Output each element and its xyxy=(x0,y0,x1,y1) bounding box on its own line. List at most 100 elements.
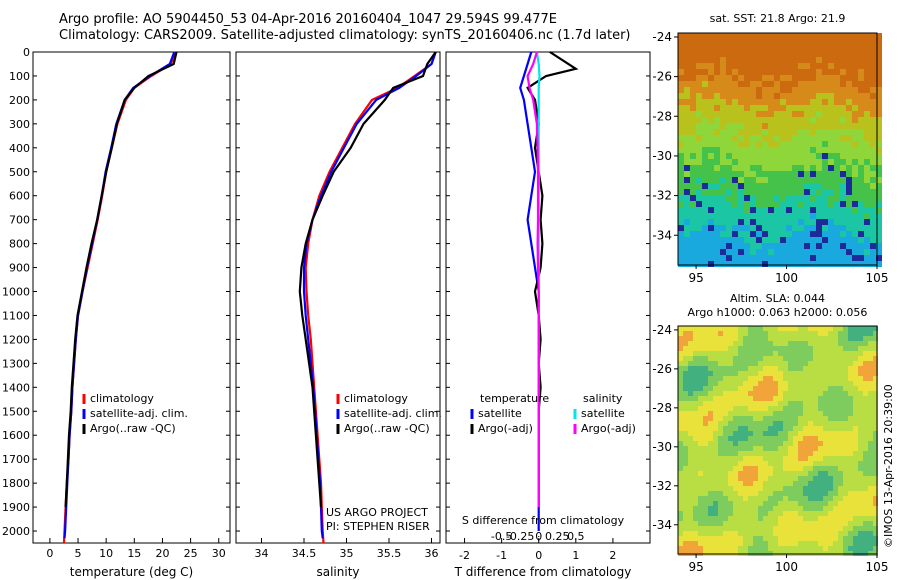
sla-cell xyxy=(873,546,878,551)
sla-cell xyxy=(813,396,818,401)
sla-cell xyxy=(828,486,833,491)
sst-cell xyxy=(696,87,702,93)
sla-cell xyxy=(833,436,838,441)
sla-cell xyxy=(798,536,803,541)
sla-cell xyxy=(748,456,753,461)
sla-cell xyxy=(813,516,818,521)
sla-cell xyxy=(723,386,728,391)
sla-cell xyxy=(768,426,773,431)
sla-cell xyxy=(743,491,748,496)
sla-cell xyxy=(768,516,773,521)
sla-cell xyxy=(763,376,768,381)
sst-cell xyxy=(852,231,858,237)
sla-cell xyxy=(718,516,723,521)
sla-cell xyxy=(858,441,863,446)
sla-cell xyxy=(678,461,683,466)
sst-cell xyxy=(684,207,690,213)
sst-cell xyxy=(834,159,840,165)
sst-cell xyxy=(762,177,768,183)
sst-cell xyxy=(852,123,858,129)
sla-cell xyxy=(763,401,768,406)
sla-cell xyxy=(868,516,873,521)
sst-cell xyxy=(846,231,852,237)
sla-cell xyxy=(678,361,683,366)
sla-cell xyxy=(723,411,728,416)
sla-cell xyxy=(828,341,833,346)
sst-cell xyxy=(750,51,756,57)
sla-cell xyxy=(858,426,863,431)
sla-cell xyxy=(703,381,708,386)
sst-cell xyxy=(732,219,738,225)
sst-cell xyxy=(708,231,714,237)
sst-cell xyxy=(834,33,840,39)
sla-cell xyxy=(683,456,688,461)
sst-cell xyxy=(762,153,768,159)
sst-cell xyxy=(870,87,876,93)
sla-cell xyxy=(768,526,773,531)
sla-cell xyxy=(848,501,853,506)
sst-cell xyxy=(690,105,696,111)
sla-cell xyxy=(848,386,853,391)
sla-cell xyxy=(813,476,818,481)
sla-cell xyxy=(688,516,693,521)
sst-cell xyxy=(852,195,858,201)
sla-cell xyxy=(698,356,703,361)
sst-cell xyxy=(708,105,714,111)
sla-cell xyxy=(868,331,873,336)
sla-cell xyxy=(678,501,683,506)
sst-cell xyxy=(798,177,804,183)
sla-cell xyxy=(793,526,798,531)
sla-cell xyxy=(868,376,873,381)
sst-cell xyxy=(714,171,720,177)
sst-cell xyxy=(840,39,846,45)
sst-cell xyxy=(702,75,708,81)
sla-cell xyxy=(813,406,818,411)
sla-cell xyxy=(743,326,748,331)
sla-cell xyxy=(843,476,848,481)
sla-cell xyxy=(783,431,788,436)
panel-frame-0 xyxy=(32,51,231,544)
sst-cell xyxy=(696,123,702,129)
sst-cell xyxy=(840,249,846,255)
sst-cell xyxy=(696,129,702,135)
sla-cell xyxy=(853,486,858,491)
sst-cell xyxy=(816,243,822,249)
sst-cell xyxy=(840,201,846,207)
sla-cell xyxy=(753,421,758,426)
sst-cell xyxy=(810,87,816,93)
sla-cell xyxy=(818,346,823,351)
sla-cell xyxy=(753,466,758,471)
sst-cell xyxy=(816,225,822,231)
sla-cell xyxy=(718,501,723,506)
sla-cell xyxy=(813,481,818,486)
sla-cell xyxy=(748,341,753,346)
sst-cell xyxy=(696,111,702,117)
sst-cell xyxy=(738,123,744,129)
sla-cell xyxy=(838,526,843,531)
sla-cell xyxy=(688,431,693,436)
sla-cell xyxy=(803,376,808,381)
sla-cell xyxy=(733,346,738,351)
sla-cell xyxy=(873,516,878,521)
sla-cell xyxy=(728,471,733,476)
sla-cell xyxy=(698,341,703,346)
sst-cell xyxy=(756,105,762,111)
sst-cell xyxy=(870,213,876,219)
sst-cell xyxy=(840,189,846,195)
sla-cell xyxy=(733,371,738,376)
sst-cell xyxy=(810,135,816,141)
sla-cell xyxy=(768,536,773,541)
sla-cell xyxy=(728,326,733,331)
sla-cell xyxy=(718,431,723,436)
sla-cell xyxy=(713,516,718,521)
sla-cell xyxy=(708,491,713,496)
sla-cell xyxy=(698,546,703,551)
sla-cell xyxy=(838,536,843,541)
sst-cell xyxy=(750,75,756,81)
sst-cell xyxy=(822,255,828,261)
sst-cell xyxy=(876,183,882,189)
sst-cell xyxy=(678,51,684,57)
sla-cell xyxy=(858,376,863,381)
sla-cell xyxy=(773,446,778,451)
